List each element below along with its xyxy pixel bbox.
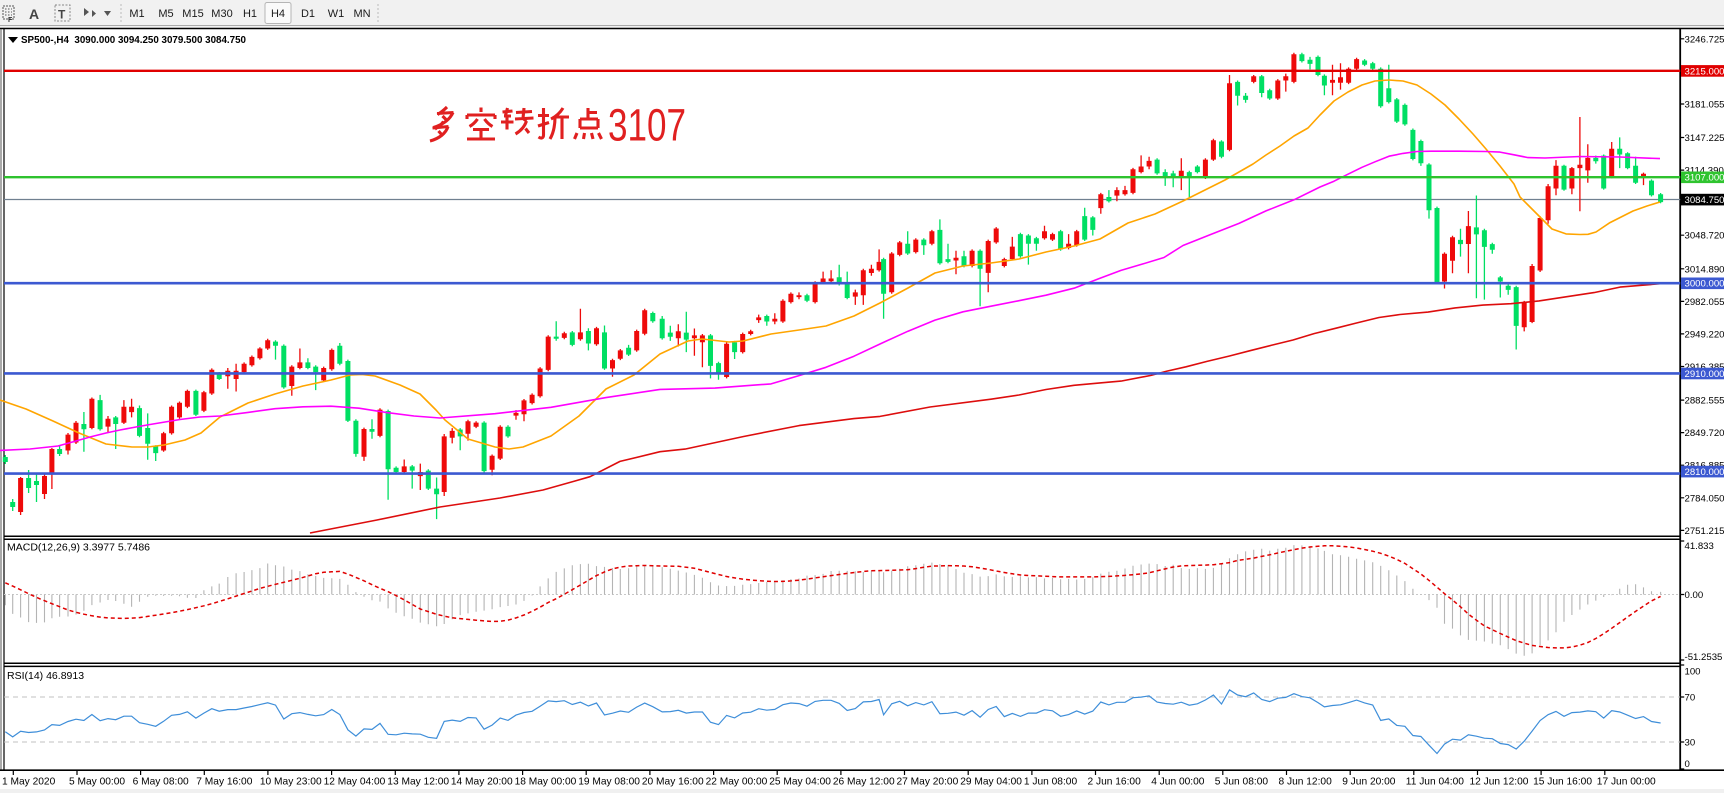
svg-text:3181.055: 3181.055 bbox=[1685, 100, 1724, 111]
svg-text:2810.000: 2810.000 bbox=[1685, 467, 1724, 478]
svg-text:10 May 23:00: 10 May 23:00 bbox=[260, 777, 322, 788]
svg-text:5 Jun 08:00: 5 Jun 08:00 bbox=[1215, 777, 1269, 788]
svg-text:H1: H1 bbox=[243, 8, 257, 20]
svg-text:12 Jun 12:00: 12 Jun 12:00 bbox=[1470, 777, 1529, 788]
svg-text:2882.555: 2882.555 bbox=[1685, 396, 1724, 407]
svg-text:7 May 16:00: 7 May 16:00 bbox=[196, 777, 252, 788]
svg-text:6 May 08:00: 6 May 08:00 bbox=[133, 777, 189, 788]
svg-text:H4: H4 bbox=[271, 8, 285, 20]
svg-text:0.00: 0.00 bbox=[1685, 590, 1704, 601]
svg-text:3107.000: 3107.000 bbox=[1685, 173, 1724, 184]
svg-text:25 May 04:00: 25 May 04:00 bbox=[769, 777, 831, 788]
svg-text:18 May 00:00: 18 May 00:00 bbox=[515, 777, 577, 788]
svg-text:0: 0 bbox=[1685, 759, 1690, 770]
svg-text:2949.220: 2949.220 bbox=[1685, 329, 1724, 340]
svg-text:T: T bbox=[58, 8, 66, 22]
svg-text:3215.000: 3215.000 bbox=[1685, 66, 1724, 77]
svg-text:29 May 04:00: 29 May 04:00 bbox=[960, 777, 1022, 788]
svg-text:F: F bbox=[8, 17, 13, 24]
svg-text:3048.720: 3048.720 bbox=[1685, 231, 1724, 242]
svg-text:5 May 00:00: 5 May 00:00 bbox=[69, 777, 125, 788]
svg-text:3246.725: 3246.725 bbox=[1685, 34, 1724, 45]
svg-text:MACD(12,26,9) 3.3977 5.7486: MACD(12,26,9) 3.3977 5.7486 bbox=[7, 542, 150, 554]
svg-text:1 Jun 08:00: 1 Jun 08:00 bbox=[1024, 777, 1078, 788]
svg-text:17 Jun 00:00: 17 Jun 00:00 bbox=[1597, 777, 1656, 788]
svg-text:W1: W1 bbox=[328, 8, 345, 20]
svg-text:-51.2535: -51.2535 bbox=[1685, 652, 1723, 663]
svg-text:70: 70 bbox=[1685, 693, 1696, 704]
svg-text:3107: 3107 bbox=[608, 100, 686, 151]
svg-text:3014.890: 3014.890 bbox=[1685, 264, 1724, 275]
svg-text:A: A bbox=[29, 6, 39, 22]
svg-text:M30: M30 bbox=[211, 8, 232, 20]
svg-text:2784.050: 2784.050 bbox=[1685, 493, 1724, 504]
svg-text:3114.390: 3114.390 bbox=[1685, 166, 1724, 177]
svg-text:2849.720: 2849.720 bbox=[1685, 428, 1724, 439]
svg-text:2916.385: 2916.385 bbox=[1685, 362, 1724, 373]
svg-text:M15: M15 bbox=[182, 8, 203, 20]
svg-text:26 May 12:00: 26 May 12:00 bbox=[833, 777, 895, 788]
svg-text:9 Jun 20:00: 9 Jun 20:00 bbox=[1342, 777, 1396, 788]
svg-text:2982.055: 2982.055 bbox=[1685, 297, 1724, 308]
svg-text:12 May 04:00: 12 May 04:00 bbox=[324, 777, 386, 788]
svg-text:14 May 20:00: 14 May 20:00 bbox=[451, 777, 513, 788]
svg-text:3147.225: 3147.225 bbox=[1685, 133, 1724, 144]
svg-text:3000.000: 3000.000 bbox=[1685, 279, 1724, 290]
svg-text:1 May 2020: 1 May 2020 bbox=[2, 777, 56, 788]
svg-text:22 May 00:00: 22 May 00:00 bbox=[706, 777, 768, 788]
svg-text:MN: MN bbox=[353, 8, 370, 20]
svg-text:20 May 16:00: 20 May 16:00 bbox=[642, 777, 704, 788]
svg-text:2 Jun 16:00: 2 Jun 16:00 bbox=[1088, 777, 1142, 788]
svg-text:27 May 20:00: 27 May 20:00 bbox=[897, 777, 959, 788]
svg-text:30: 30 bbox=[1685, 738, 1696, 749]
svg-text:100: 100 bbox=[1685, 667, 1701, 678]
svg-text:RSI(14) 46.8913: RSI(14) 46.8913 bbox=[7, 670, 84, 682]
svg-text:2910.000: 2910.000 bbox=[1685, 369, 1724, 380]
svg-text:13 May 12:00: 13 May 12:00 bbox=[387, 777, 449, 788]
svg-text:2751.215: 2751.215 bbox=[1685, 526, 1724, 537]
svg-text:SP500-,H4 3090.000 3094.250 3: SP500-,H4 3090.000 3094.250 3079.500 308… bbox=[21, 35, 247, 46]
svg-text:41.833: 41.833 bbox=[1685, 541, 1714, 552]
svg-text:4 Jun 00:00: 4 Jun 00:00 bbox=[1151, 777, 1205, 788]
svg-text:19 May 08:00: 19 May 08:00 bbox=[578, 777, 640, 788]
svg-text:15 Jun 16:00: 15 Jun 16:00 bbox=[1533, 777, 1592, 788]
svg-text:11 Jun 04:00: 11 Jun 04:00 bbox=[1406, 777, 1464, 788]
svg-text:8 Jun 12:00: 8 Jun 12:00 bbox=[1279, 777, 1333, 788]
svg-text:3084.750: 3084.750 bbox=[1685, 195, 1724, 206]
svg-text:M5: M5 bbox=[158, 8, 173, 20]
svg-text:M1: M1 bbox=[129, 8, 144, 20]
svg-text:D1: D1 bbox=[301, 8, 315, 20]
